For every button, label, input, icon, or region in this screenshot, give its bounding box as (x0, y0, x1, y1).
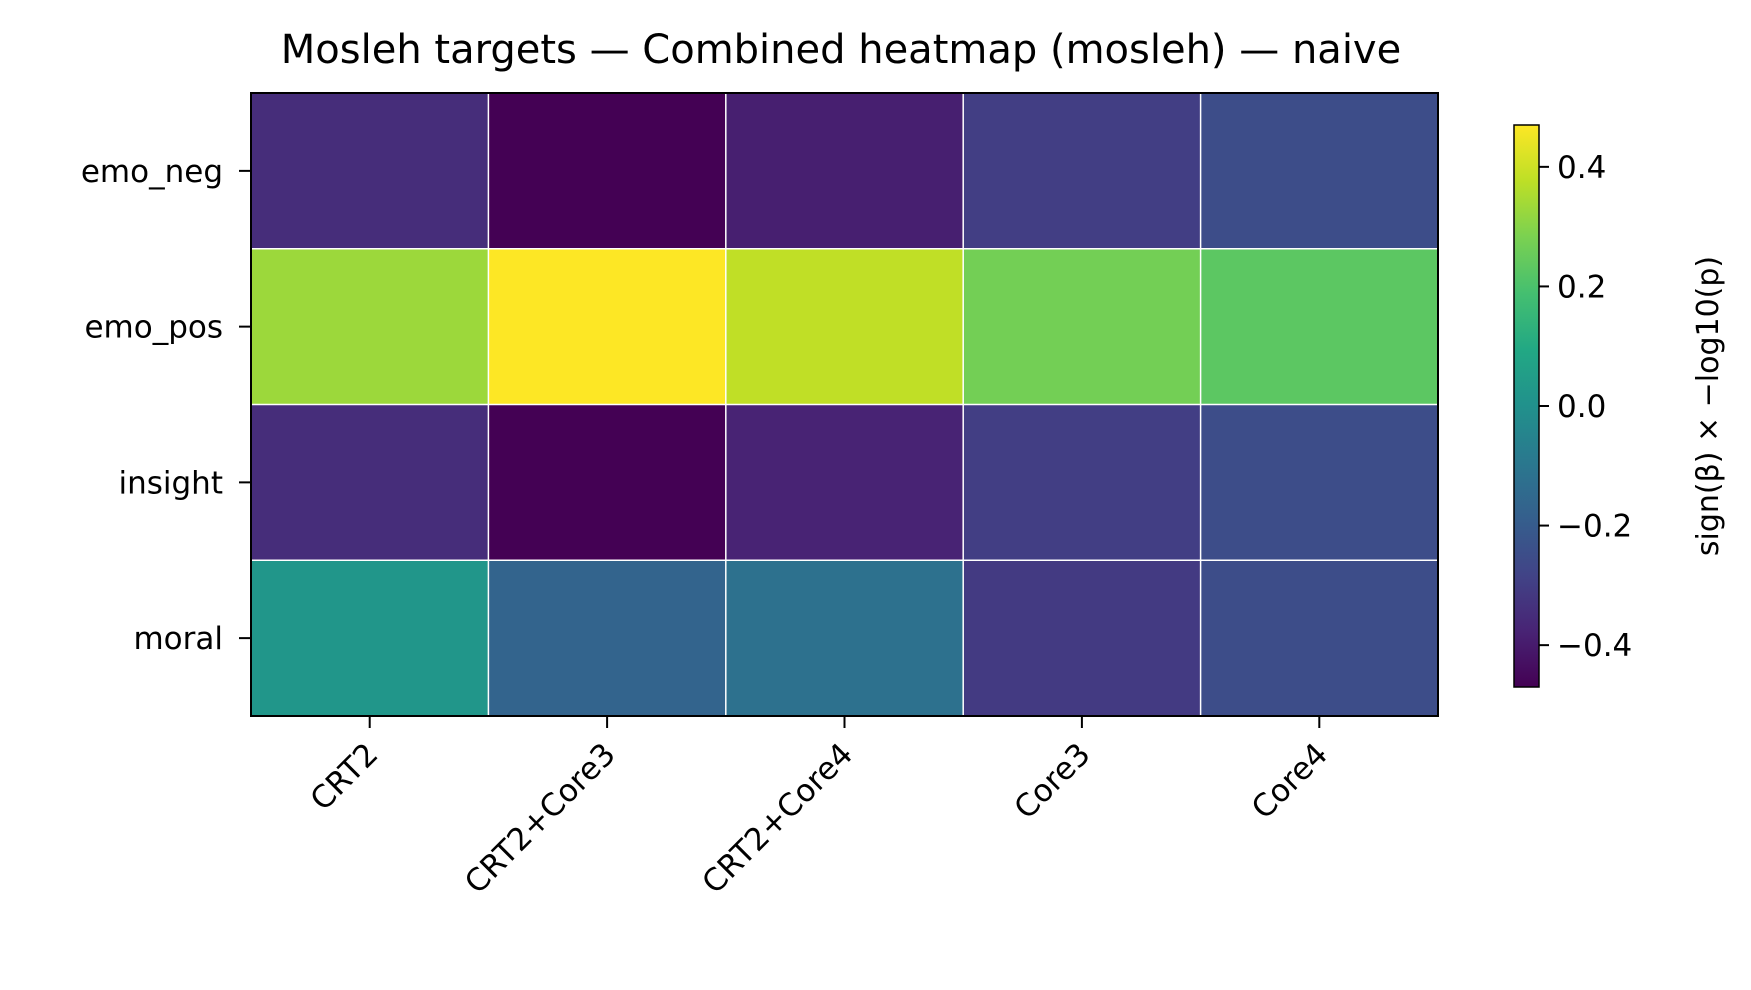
colorbar-tick-label: 0.2 (1557, 269, 1606, 305)
heatmap-cell (1200, 93, 1438, 249)
colorbar-tick-label: 0.4 (1557, 150, 1606, 186)
y-tick-label: moral (133, 621, 223, 657)
heatmap-cell (963, 93, 1201, 249)
heatmap-cell (488, 93, 726, 249)
heatmap-cell (251, 404, 489, 561)
heatmap-cell (1200, 560, 1438, 716)
heatmap-cell (251, 560, 489, 716)
x-tick-label: CRT2+Core3 (458, 736, 623, 901)
y-tick-label: emo_neg (81, 154, 223, 190)
x-tick-label: CRT2+Core4 (695, 736, 860, 901)
x-tick-label: Core3 (1007, 736, 1097, 826)
heatmap-cell (725, 93, 964, 249)
heatmap-cell (725, 248, 964, 405)
heatmap-cell (488, 248, 726, 405)
x-tick-label: Core4 (1245, 736, 1335, 826)
colorbar-gradient (1513, 124, 1540, 688)
heatmap-cell (488, 404, 726, 561)
y-tick-label: insight (118, 465, 223, 501)
colorbar-ticks: −0.4 −0.2 0.0 0.2 0.4 (1539, 150, 1632, 664)
heatmap-cells (251, 93, 1438, 716)
heatmap-cell (963, 248, 1201, 405)
colorbar: −0.4 −0.2 0.0 0.2 0.4 sign(β) × −log10(p) (1513, 124, 1726, 688)
chart-title: Mosleh targets — Combined heatmap (mosle… (281, 27, 1401, 73)
heatmap-cell (488, 560, 726, 716)
colorbar-label: sign(β) × −log10(p) (1691, 256, 1726, 556)
heatmap-cell (251, 93, 489, 249)
x-tick-label: CRT2 (304, 736, 386, 818)
heatmap-cell (725, 404, 964, 561)
colorbar-tick-label: 0.0 (1557, 389, 1606, 425)
heatmap-cell (963, 404, 1201, 561)
heatmap-cell (725, 560, 964, 716)
colorbar-tick-label: −0.4 (1557, 628, 1632, 664)
x-axis: CRT2 CRT2+Core3 CRT2+Core4 Core3 Core4 (304, 716, 1335, 901)
heatmap-cell (251, 248, 489, 405)
heatmap-cell (963, 560, 1201, 716)
colorbar-tick-label: −0.2 (1557, 509, 1632, 545)
y-tick-label: emo_pos (84, 310, 223, 346)
heatmap-cell (1200, 248, 1438, 405)
heatmap-cell (1200, 404, 1438, 561)
